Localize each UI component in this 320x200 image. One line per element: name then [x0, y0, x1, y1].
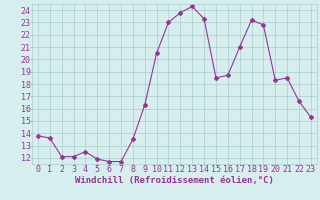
X-axis label: Windchill (Refroidissement éolien,°C): Windchill (Refroidissement éolien,°C) [75, 176, 274, 185]
